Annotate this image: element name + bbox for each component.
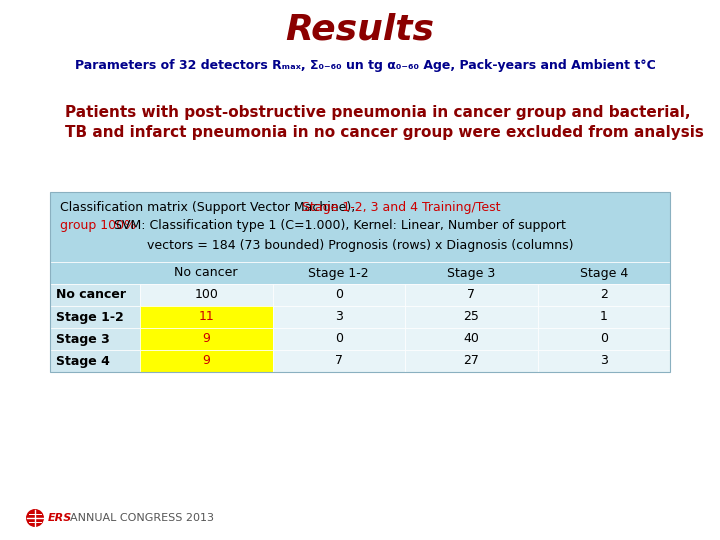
FancyBboxPatch shape [272, 328, 405, 350]
FancyBboxPatch shape [272, 284, 405, 306]
FancyBboxPatch shape [272, 306, 405, 328]
Text: Stage 3: Stage 3 [56, 333, 109, 346]
Text: Parameters of 32 detectors Rₘₐₓ, Σ₀₋₆₀ un tg α₀₋₆₀ Age, Pack-years and Ambient t: Parameters of 32 detectors Rₘₐₓ, Σ₀₋₆₀ u… [75, 59, 656, 72]
Text: 0: 0 [335, 288, 343, 301]
FancyBboxPatch shape [50, 306, 140, 328]
FancyBboxPatch shape [272, 350, 405, 372]
Text: 40: 40 [463, 333, 480, 346]
Text: 9: 9 [202, 333, 210, 346]
Text: 1: 1 [600, 310, 608, 323]
Text: 11: 11 [199, 310, 214, 323]
FancyBboxPatch shape [50, 350, 140, 372]
Text: Stage 3: Stage 3 [447, 267, 495, 280]
Text: vectors = 184 (73 bounded) Prognosis (rows) x Diagnosis (columns): vectors = 184 (73 bounded) Prognosis (ro… [147, 239, 573, 252]
Text: 0: 0 [335, 333, 343, 346]
FancyBboxPatch shape [50, 192, 670, 262]
Text: Stage 4: Stage 4 [580, 267, 628, 280]
FancyBboxPatch shape [538, 284, 670, 306]
Text: TB and infarct pneumonia in no cancer group were excluded from analysis: TB and infarct pneumonia in no cancer gr… [65, 125, 704, 139]
FancyBboxPatch shape [140, 284, 272, 306]
FancyBboxPatch shape [50, 262, 670, 284]
Text: 3: 3 [600, 354, 608, 368]
Text: 0: 0 [600, 333, 608, 346]
Text: Stage 4: Stage 4 [56, 354, 110, 368]
Text: Stage 1-2, 3 and 4 Training/Test: Stage 1-2, 3 and 4 Training/Test [302, 201, 501, 214]
FancyBboxPatch shape [140, 328, 272, 350]
Text: 7: 7 [467, 288, 475, 301]
FancyBboxPatch shape [538, 306, 670, 328]
FancyBboxPatch shape [140, 306, 272, 328]
FancyBboxPatch shape [140, 350, 272, 372]
Text: 100: 100 [194, 288, 218, 301]
FancyBboxPatch shape [405, 328, 538, 350]
FancyBboxPatch shape [405, 306, 538, 328]
Circle shape [26, 509, 44, 527]
Text: Results: Results [286, 13, 434, 47]
FancyBboxPatch shape [538, 350, 670, 372]
FancyBboxPatch shape [405, 284, 538, 306]
Text: SVM: Classification type 1 (C=1.000), Kernel: Linear, Number of support: SVM: Classification type 1 (C=1.000), Ke… [110, 219, 567, 233]
FancyBboxPatch shape [50, 284, 140, 306]
Text: ANNUAL CONGRESS 2013: ANNUAL CONGRESS 2013 [70, 513, 214, 523]
FancyBboxPatch shape [50, 328, 140, 350]
Text: group 100%: group 100% [60, 219, 136, 233]
Text: 9: 9 [202, 354, 210, 368]
Text: No cancer: No cancer [56, 288, 126, 301]
Text: 7: 7 [335, 354, 343, 368]
FancyBboxPatch shape [538, 328, 670, 350]
Text: ERS: ERS [48, 513, 72, 523]
Text: 27: 27 [463, 354, 480, 368]
Text: Stage 1-2: Stage 1-2 [56, 310, 124, 323]
Text: Patients with post-obstructive pneumonia in cancer group and bacterial,: Patients with post-obstructive pneumonia… [65, 105, 690, 119]
Text: 2: 2 [600, 288, 608, 301]
Text: Stage 1-2: Stage 1-2 [308, 267, 369, 280]
FancyBboxPatch shape [405, 350, 538, 372]
Text: 25: 25 [463, 310, 480, 323]
Text: No cancer: No cancer [174, 267, 238, 280]
Text: 3: 3 [335, 310, 343, 323]
Text: Classification matrix (Support Vector Machine),: Classification matrix (Support Vector Ma… [60, 201, 359, 214]
